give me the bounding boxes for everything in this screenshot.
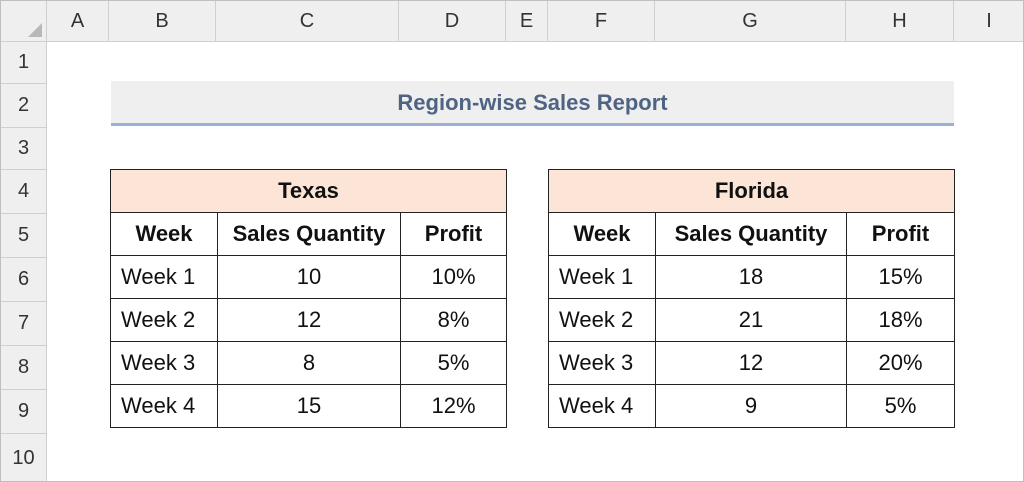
table-row: Week 3 12 20% [548,341,955,385]
header-sales-quantity[interactable]: Sales Quantity [217,212,401,256]
column-header-b[interactable]: B [109,1,216,42]
table-row: Week 2 21 18% [548,298,955,342]
column-header-g[interactable]: G [655,1,846,42]
region-header-texas[interactable]: Texas [109,169,508,213]
row-header-9[interactable]: 9 [1,390,47,434]
table-row: Week 1 10 10% [110,255,508,299]
column-header-a[interactable]: A [47,1,109,42]
cell-profit[interactable]: 5% [399,341,508,385]
cell-profit[interactable]: 20% [846,341,955,385]
florida-table: Florida Week Sales Quantity Profit Week … [548,169,955,428]
header-profit[interactable]: Profit [846,212,955,256]
column-header-c[interactable]: C [216,1,399,42]
report-title[interactable]: Region-wise Sales Report [111,81,954,125]
region-header-florida[interactable]: Florida [548,169,955,213]
row-header-8[interactable]: 8 [1,346,47,390]
select-all-corner[interactable] [1,1,47,42]
cell-week[interactable]: Week 4 [110,384,218,428]
cell-profit[interactable]: 12% [399,384,508,428]
cell-week[interactable]: Week 4 [548,384,656,428]
title-underline [111,123,954,126]
row-header-10[interactable]: 10 [1,434,47,481]
cell-week[interactable]: Week 2 [548,298,656,342]
column-header-h[interactable]: H [846,1,954,42]
cell-profit[interactable]: 10% [399,255,508,299]
cell-week[interactable]: Week 1 [110,255,218,299]
header-sales-quantity[interactable]: Sales Quantity [655,212,847,256]
table-row: Week 2 12 8% [110,298,508,342]
cell-sales-quantity[interactable]: 10 [217,255,401,299]
table-row: Week 4 15 12% [110,384,508,428]
cell-sales-quantity[interactable]: 12 [217,298,401,342]
column-header-d[interactable]: D [399,1,506,42]
cell-profit[interactable]: 8% [399,298,508,342]
table-row: Week 3 8 5% [110,341,508,385]
row-header-1[interactable]: 1 [1,42,47,84]
cell-sales-quantity[interactable]: 8 [217,341,401,385]
column-header-f[interactable]: F [548,1,655,42]
cell-week[interactable]: Week 2 [110,298,218,342]
row-header-4[interactable]: 4 [1,170,47,214]
cell-week[interactable]: Week 3 [548,341,656,385]
header-profit[interactable]: Profit [399,212,508,256]
header-week[interactable]: Week [110,212,218,256]
table-row: Week 1 18 15% [548,255,955,299]
row-header-3[interactable]: 3 [1,128,47,170]
row-header-7[interactable]: 7 [1,302,47,346]
row-header-6[interactable]: 6 [1,258,47,302]
cell-sales-quantity[interactable]: 18 [655,255,847,299]
row-header-5[interactable]: 5 [1,214,47,258]
cell-profit[interactable]: 5% [846,384,955,428]
cell-sales-quantity[interactable]: 21 [655,298,847,342]
cell-sales-quantity[interactable]: 9 [655,384,847,428]
cell-profit[interactable]: 15% [846,255,955,299]
cell-sales-quantity[interactable]: 15 [217,384,401,428]
cell-week[interactable]: Week 1 [548,255,656,299]
header-week[interactable]: Week [548,212,656,256]
column-header-e[interactable]: E [506,1,548,42]
table-row: Week 4 9 5% [548,384,955,428]
column-header-i[interactable]: I [954,1,1023,42]
cell-profit[interactable]: 18% [846,298,955,342]
cell-week[interactable]: Week 3 [110,341,218,385]
cell-sales-quantity[interactable]: 12 [655,341,847,385]
row-header-2[interactable]: 2 [1,84,47,128]
texas-table: Texas Week Sales Quantity Profit Week 1 … [109,169,508,428]
select-all-triangle-icon [28,23,42,37]
